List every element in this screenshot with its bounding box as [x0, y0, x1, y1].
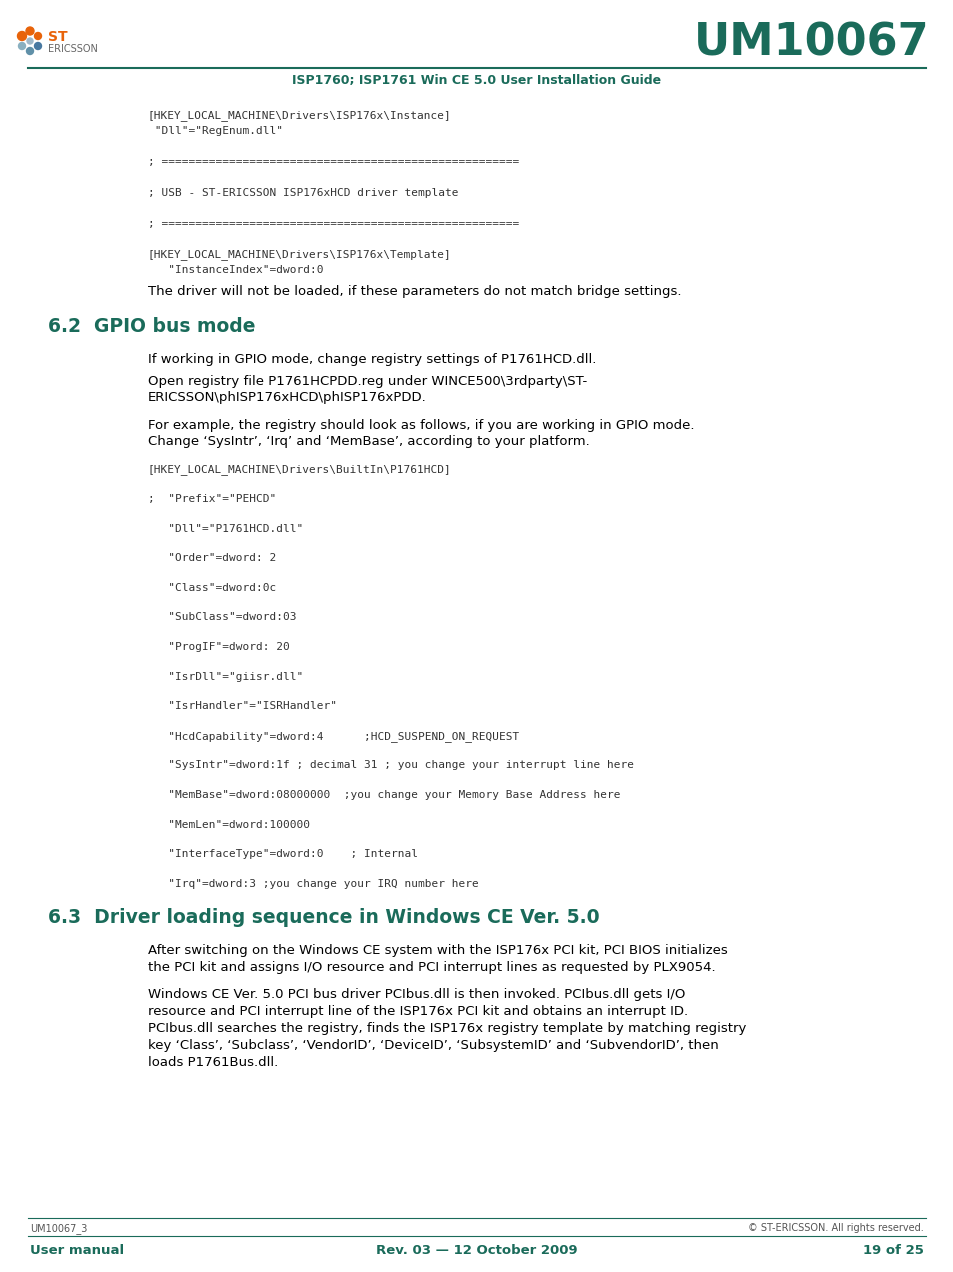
Text: ; USB - ST-ERICSSON ISP176xHCD driver template: ; USB - ST-ERICSSON ISP176xHCD driver te…	[148, 187, 458, 197]
Text: © ST-ERICSSON. All rights reserved.: © ST-ERICSSON. All rights reserved.	[747, 1222, 923, 1233]
Text: UM10067: UM10067	[694, 22, 929, 65]
Text: The driver will not be loaded, if these parameters do not match bridge settings.: The driver will not be loaded, if these …	[148, 285, 680, 298]
Text: "Class"=dword:0c: "Class"=dword:0c	[148, 583, 276, 593]
Text: "InterfaceType"=dword:0    ; Internal: "InterfaceType"=dword:0 ; Internal	[148, 850, 417, 860]
Text: "SysIntr"=dword:1f ; decimal 31 ; you change your interrupt line here: "SysIntr"=dword:1f ; decimal 31 ; you ch…	[148, 761, 634, 771]
Circle shape	[34, 42, 42, 50]
Text: After switching on the Windows CE system with the ISP176x PCI kit, PCI BIOS init: After switching on the Windows CE system…	[148, 944, 727, 973]
Circle shape	[17, 32, 27, 41]
Text: "HcdCapability"=dword:4      ;HCD_SUSPEND_ON_REQUEST: "HcdCapability"=dword:4 ;HCD_SUSPEND_ON_…	[148, 731, 518, 742]
Text: "Dll"="RegEnum.dll": "Dll"="RegEnum.dll"	[148, 126, 283, 136]
Text: 6.2  GPIO bus mode: 6.2 GPIO bus mode	[48, 317, 255, 336]
Text: For example, the registry should look as follows, if you are working in GPIO mod: For example, the registry should look as…	[148, 418, 694, 449]
Text: "MemBase"=dword:08000000  ;you change your Memory Base Address here: "MemBase"=dword:08000000 ;you change you…	[148, 790, 619, 800]
Text: "IsrHandler"="ISRHandler": "IsrHandler"="ISRHandler"	[148, 701, 336, 711]
Text: ; =====================================================: ; ======================================…	[148, 156, 518, 167]
Text: If working in GPIO mode, change registry settings of P1761HCD.dll.: If working in GPIO mode, change registry…	[148, 352, 596, 365]
Text: 6.3  Driver loading sequence in Windows CE Ver. 5.0: 6.3 Driver loading sequence in Windows C…	[48, 908, 599, 927]
Text: "SubClass"=dword:03: "SubClass"=dword:03	[148, 613, 296, 622]
Text: 19 of 25: 19 of 25	[862, 1244, 923, 1257]
Text: "MemLen"=dword:100000: "MemLen"=dword:100000	[148, 819, 310, 829]
Text: UM10067_3: UM10067_3	[30, 1222, 88, 1234]
Text: ;  "Prefix"="PEHCD": ; "Prefix"="PEHCD"	[148, 494, 276, 504]
Text: "Order"=dword: 2: "Order"=dword: 2	[148, 553, 276, 563]
Circle shape	[34, 33, 42, 39]
Circle shape	[26, 27, 34, 36]
Circle shape	[27, 38, 33, 45]
Circle shape	[18, 42, 26, 50]
Text: ISP1760; ISP1761 Win CE 5.0 User Installation Guide: ISP1760; ISP1761 Win CE 5.0 User Install…	[293, 74, 660, 86]
Text: Windows CE Ver. 5.0 PCI bus driver PCIbus.dll is then invoked. PCIbus.dll gets I: Windows CE Ver. 5.0 PCI bus driver PCIbu…	[148, 987, 745, 1068]
Text: ST: ST	[48, 31, 68, 45]
Circle shape	[27, 47, 33, 55]
Text: "InstanceIndex"=dword:0: "InstanceIndex"=dword:0	[148, 265, 323, 275]
Text: User manual: User manual	[30, 1244, 124, 1257]
Text: Open registry file P1761HCPDD.reg under WINCE500\3rdparty\ST-
ERICSSON\phISP176x: Open registry file P1761HCPDD.reg under …	[148, 374, 587, 404]
Text: "IsrDll"="giisr.dll": "IsrDll"="giisr.dll"	[148, 672, 303, 682]
Text: [HKEY_LOCAL_MACHINE\Drivers\ISP176x\Instance]: [HKEY_LOCAL_MACHINE\Drivers\ISP176x\Inst…	[148, 109, 452, 121]
Text: [HKEY_LOCAL_MACHINE\Drivers\BuiltIn\P1761HCD]: [HKEY_LOCAL_MACHINE\Drivers\BuiltIn\P176…	[148, 464, 452, 476]
Text: Rev. 03 — 12 October 2009: Rev. 03 — 12 October 2009	[375, 1244, 578, 1257]
Text: "ProgIF"=dword: 20: "ProgIF"=dword: 20	[148, 642, 290, 653]
Text: "Irq"=dword:3 ;you change your IRQ number here: "Irq"=dword:3 ;you change your IRQ numbe…	[148, 879, 478, 889]
Text: [HKEY_LOCAL_MACHINE\Drivers\ISP176x\Template]: [HKEY_LOCAL_MACHINE\Drivers\ISP176x\Temp…	[148, 249, 452, 261]
Text: ; =====================================================: ; ======================================…	[148, 219, 518, 229]
Text: ERICSSON: ERICSSON	[48, 45, 98, 53]
Text: "Dll"="P1761HCD.dll": "Dll"="P1761HCD.dll"	[148, 524, 303, 534]
